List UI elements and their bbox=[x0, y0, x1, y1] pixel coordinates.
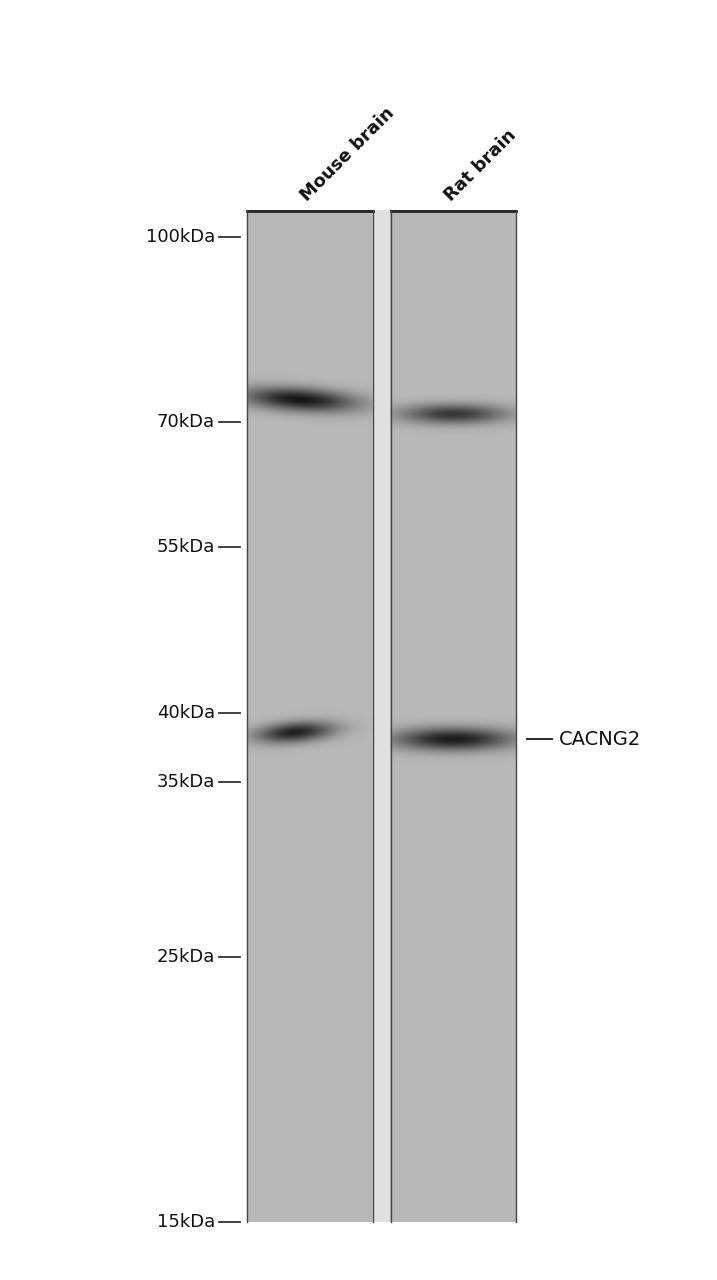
Text: 35kDa: 35kDa bbox=[157, 773, 215, 791]
Text: 40kDa: 40kDa bbox=[157, 704, 215, 722]
Text: 70kDa: 70kDa bbox=[157, 413, 215, 431]
Text: Rat brain: Rat brain bbox=[441, 127, 519, 205]
Text: Mouse brain: Mouse brain bbox=[298, 104, 398, 205]
Text: CACNG2: CACNG2 bbox=[559, 730, 642, 749]
Text: 15kDa: 15kDa bbox=[157, 1213, 215, 1231]
Text: 55kDa: 55kDa bbox=[157, 538, 215, 557]
Text: 25kDa: 25kDa bbox=[157, 948, 215, 966]
Text: 100kDa: 100kDa bbox=[146, 228, 215, 246]
